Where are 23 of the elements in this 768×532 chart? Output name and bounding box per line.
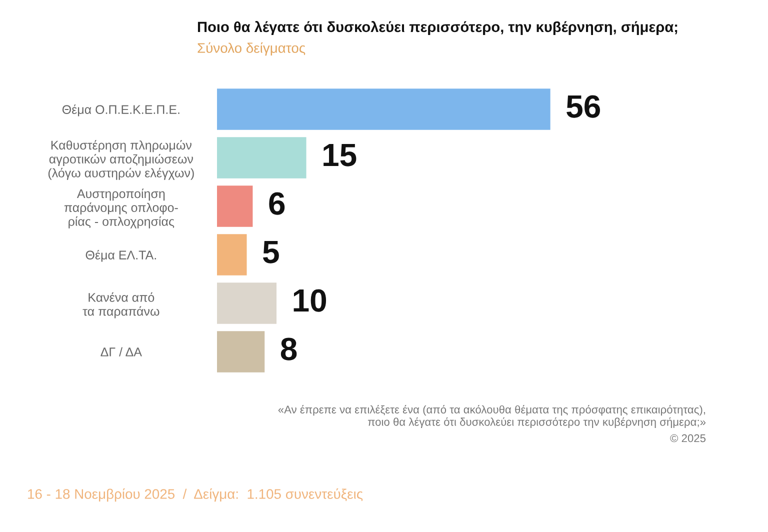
data-label: 15 — [324, 144, 356, 166]
bar — [217, 282, 277, 324]
data-label: 5 — [263, 241, 279, 264]
bar — [217, 88, 550, 130]
bar — [217, 137, 306, 178]
data-label: 6 — [269, 192, 285, 215]
text: «Αν έπρεπε να επιλέξετε ένα (από τα ακόλουθα θέματα της πρόσφατης επικαιρότητας), ποιο θα λέγατε ότι δυσκολεύει περισσότερο την κυβέρνηση σήμερα;» — [278, 405, 706, 428]
data-label: 8 — [280, 338, 297, 360]
y-tick-label: Αυστηροποίηση παράνομης οπλοφο- ρίας - οπλοχρησίας — [64, 188, 178, 228]
text: © 2025 — [670, 434, 706, 442]
y-tick-label: Καθυστέρηση πληρωμών αγροτικών αποζημιώσεων (λόγω αυστηρών ελέγχων) — [48, 140, 194, 180]
bar — [217, 234, 247, 276]
bar — [217, 331, 265, 372]
text: 16 - 18 Νοεμβρίου 2025 / Δείγμα: 1.105 συνεντεύξεις — [28, 488, 363, 502]
chart-subtitle: Σύνολο δείγματος — [198, 42, 306, 56]
y-tick-label: Κανένα από τα παραπάνω — [82, 292, 160, 318]
y-tick-label: ΔΓ / ΔΑ — [100, 347, 142, 356]
data-label: 10 — [294, 289, 326, 312]
y-tick-label: Θέμα Ο.Π.Ε.Κ.Ε.Π.Ε. — [62, 104, 180, 116]
bar — [217, 186, 253, 227]
data-label: 56 — [566, 95, 600, 118]
chart-title: Ποιο θα λέγατε ότι δυσκολεύει περισσότερο, την κυβέρνηση, σήμερα; — [198, 21, 678, 35]
y-tick-label: Θέμα ΕΛ.ΤΑ. — [86, 250, 156, 262]
